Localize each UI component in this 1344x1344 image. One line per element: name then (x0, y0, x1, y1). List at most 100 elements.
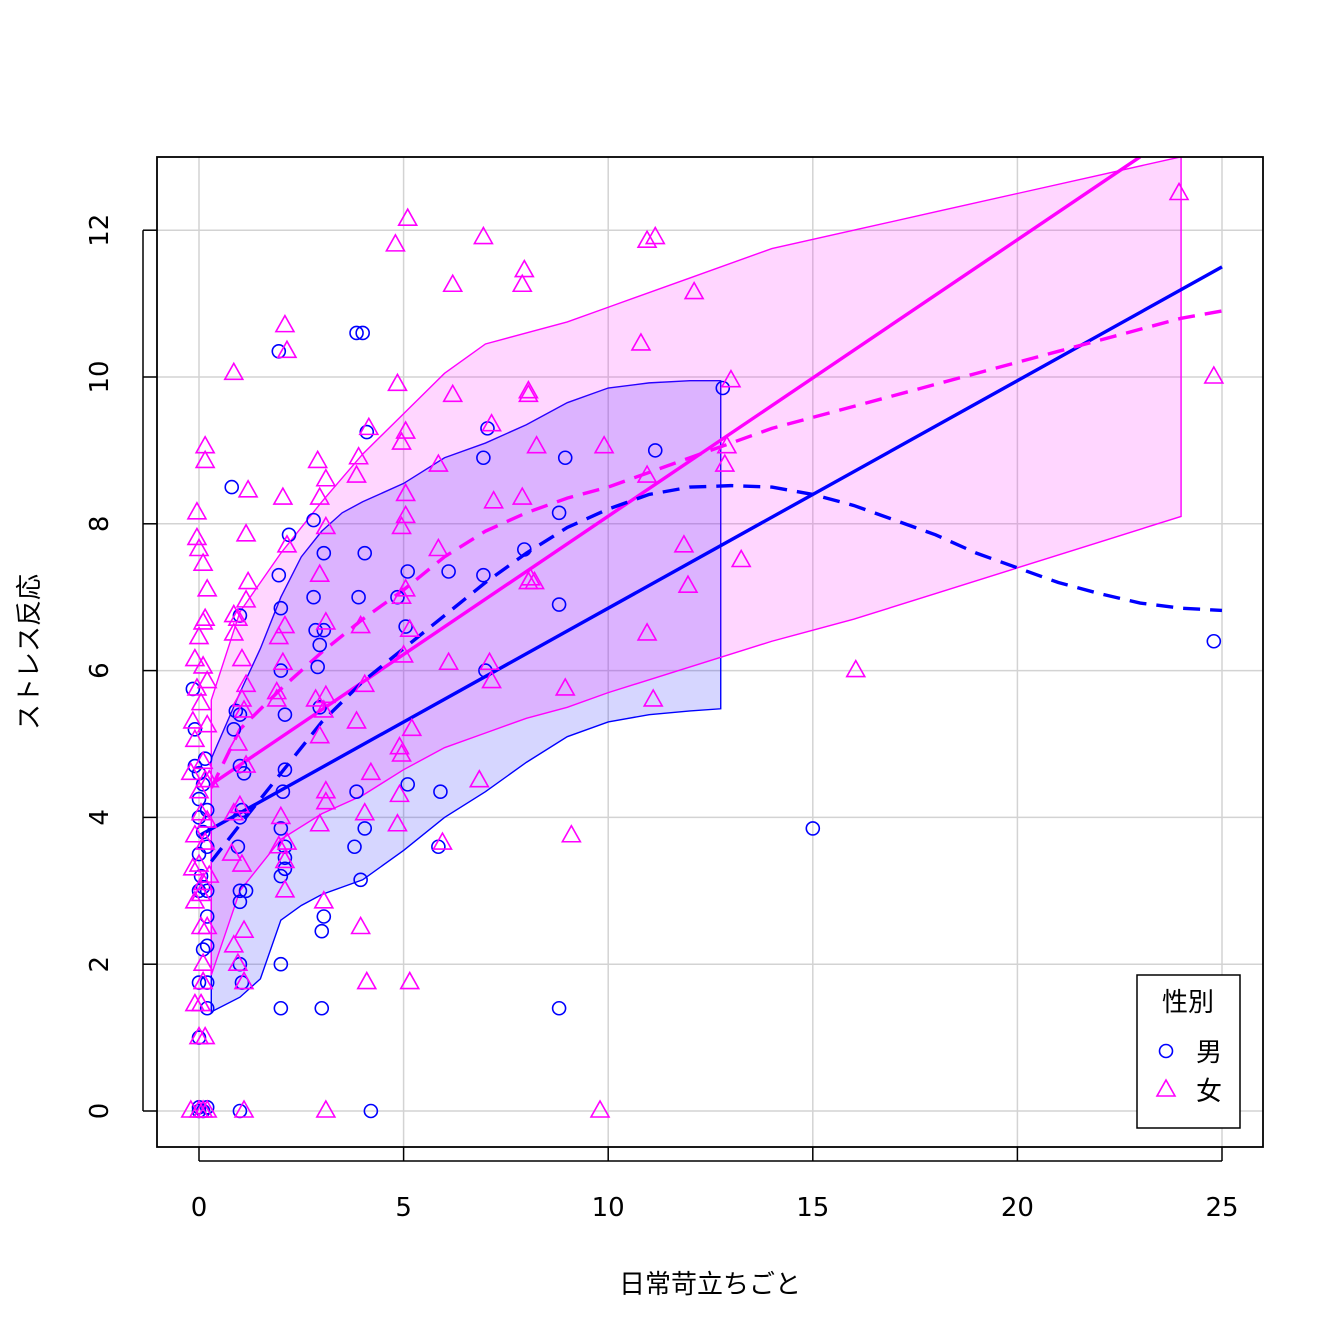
data-point-female (182, 857, 204, 876)
data-point-female (231, 688, 253, 707)
data-point-male (316, 622, 332, 638)
data-point-female (186, 501, 208, 520)
data-point-female (309, 725, 331, 744)
y-axis: 0 2 4 6 8 10 12 (85, 214, 157, 1120)
data-point-male (359, 424, 375, 440)
y-tick-label: 4 (85, 809, 115, 826)
x-axis-label: 日常苛立ちごと (619, 1270, 801, 1300)
fit-line-female-smooth (209, 309, 1223, 789)
data-point-female (395, 504, 417, 524)
data-point-male (232, 810, 248, 825)
data-point-female (231, 647, 253, 667)
data-point-female (389, 736, 410, 755)
data-point-male (312, 637, 328, 653)
data-point-female (192, 970, 214, 990)
data-point-female (194, 435, 216, 454)
data-point-female (360, 761, 382, 781)
data-point-female (268, 835, 290, 854)
data-points (180, 181, 1225, 1119)
data-point-female (315, 1099, 337, 1118)
data-point-female (389, 783, 410, 803)
data-point-female (190, 691, 212, 711)
data-point-female (354, 802, 376, 821)
data-point-male (232, 883, 248, 899)
data-point-female (350, 614, 372, 634)
data-point-female (399, 970, 421, 990)
data-point-male (316, 545, 332, 561)
y-tick-label: 0 (85, 1103, 115, 1120)
data-point-female (190, 915, 212, 935)
data-point-male (441, 564, 456, 579)
data-point-female (237, 570, 259, 590)
data-point-male (433, 784, 448, 800)
data-point-female (272, 486, 294, 505)
data-point-female (395, 482, 417, 502)
data-point-female (589, 1099, 611, 1118)
data-point-female (677, 574, 699, 593)
data-point-female (315, 780, 337, 799)
data-point-female (223, 603, 245, 623)
y-tick-label: 12 (85, 214, 115, 247)
data-point-male (238, 883, 254, 899)
data-point-female (561, 824, 582, 843)
data-point-female (223, 361, 245, 381)
data-point-female (399, 618, 421, 638)
data-point-female (644, 225, 666, 245)
data-point-female (385, 233, 406, 252)
data-point-female (346, 710, 367, 729)
data-point-female (483, 490, 504, 509)
data-point-female (309, 563, 331, 582)
data-point-female (307, 449, 329, 469)
legend-box (1136, 974, 1241, 1129)
data-point-female (479, 651, 500, 671)
data-point-female (1203, 365, 1225, 384)
data-point-male (355, 325, 370, 341)
data-point-female (274, 849, 296, 869)
data-point-male (199, 1000, 215, 1016)
data-point-female (387, 372, 408, 392)
y-axis-label: ストレス反応 (15, 574, 45, 730)
data-point-female (714, 453, 736, 472)
data-point-female (315, 791, 337, 810)
fit-line-male-linear (198, 265, 1223, 838)
data-point-male (551, 505, 567, 521)
legend-label-female: 女 (1196, 1077, 1222, 1107)
data-point-female (636, 464, 658, 483)
data-point-female (673, 534, 695, 553)
data-point-female (442, 383, 464, 403)
data-point-female (393, 644, 414, 663)
data-point-female (350, 915, 372, 935)
data-point-female (231, 853, 253, 872)
data-point-male (195, 879, 211, 895)
data-point-female (190, 882, 212, 902)
data-point-male (431, 839, 446, 855)
data-point-female (716, 435, 738, 454)
fit-line-female-linear (210, 157, 1142, 786)
data-point-female (428, 453, 449, 472)
data-point-female (636, 229, 658, 249)
data-point-male (353, 872, 368, 888)
data-point-male (557, 450, 573, 466)
data-point-female (313, 699, 335, 718)
data-point-male (400, 564, 415, 579)
data-point-female (235, 673, 257, 693)
data-point-female (315, 611, 337, 630)
data-point-female (274, 879, 296, 898)
data-point-male (349, 325, 364, 341)
data-point-male (281, 527, 297, 543)
data-point-female (309, 813, 331, 832)
x-axis: 0 5 10 15 20 25 (191, 1147, 1239, 1223)
data-point-male (517, 542, 532, 557)
data-point-female (272, 651, 294, 671)
data-point-female (730, 548, 752, 568)
x-tick-label: 20 (1001, 1193, 1034, 1223)
data-point-female (518, 380, 539, 399)
data-point-female (395, 578, 417, 597)
data-point-female (196, 669, 218, 689)
data-point-female (305, 688, 326, 707)
legend: 性別 男 女 (1136, 974, 1241, 1129)
data-point-male (273, 1000, 289, 1016)
band-female (210, 157, 1182, 976)
data-point-male (273, 821, 289, 836)
